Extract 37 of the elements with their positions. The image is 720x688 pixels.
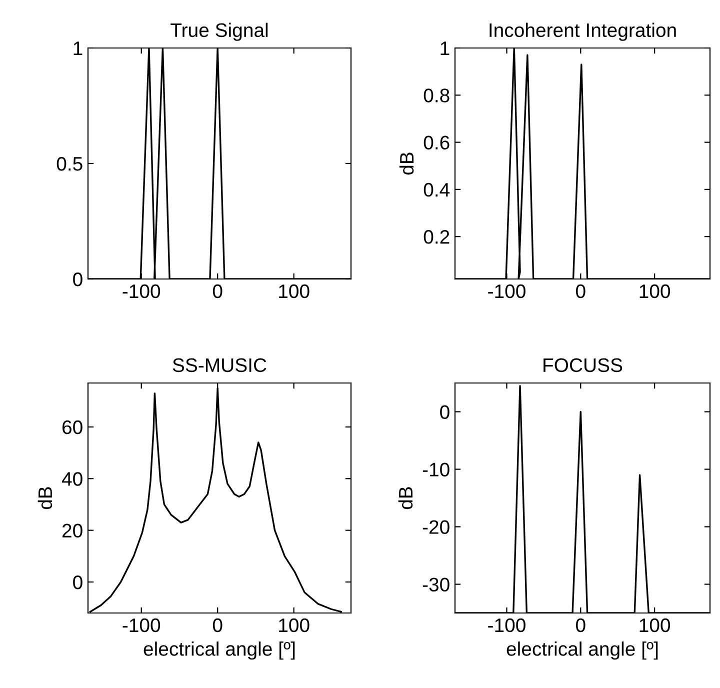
x-tick-label: 100 (640, 284, 670, 298)
y-axis-title: dB (398, 487, 413, 510)
x-tick-label: 0 (576, 618, 586, 632)
y-tick-label: 0.8 (424, 88, 450, 102)
x-tick-label: -100 (488, 284, 526, 298)
x-axis-title: electrical angle [º] (144, 642, 295, 660)
x-tick-label: -100 (488, 618, 526, 632)
chart-title: Incoherent Integration (490, 22, 676, 41)
y-tick-label: 0 (73, 272, 82, 286)
chart-title: FOCUSS (544, 358, 622, 372)
y-tick-label: 0.6 (424, 136, 450, 150)
y-tick-label: 0.4 (424, 182, 450, 197)
y-tick-label: 40 (62, 472, 82, 486)
x-tick-label: 100 (640, 618, 670, 632)
y-tick-label: -20 (422, 520, 450, 534)
chart-title: SS-MUSIC (172, 358, 266, 372)
x-tick-label: 100 (279, 284, 310, 298)
x-tick-label: 0 (576, 284, 586, 298)
y-tick-label: -10 (422, 462, 450, 476)
y-tick-label: 0 (440, 405, 450, 419)
y-axis-title: dB (399, 152, 414, 175)
y-tick-label: 0 (73, 575, 82, 590)
y-tick-label: 0.5 (56, 156, 82, 171)
y-tick-label: 1 (74, 42, 82, 56)
x-tick-label: 0 (212, 618, 222, 632)
x-tick-label: -100 (122, 618, 160, 632)
chart-title: True Signal (170, 22, 268, 41)
y-tick-label: 1 (440, 42, 450, 56)
y-tick-label: -30 (422, 578, 450, 592)
x-tick-label: -100 (122, 284, 160, 298)
y-axis-title: dB (38, 487, 52, 510)
y-tick-label: 20 (62, 524, 82, 538)
x-axis-title: electrical angle [º] (506, 642, 658, 660)
y-tick-label: 60 (62, 420, 82, 434)
y-tick-label: 0.2 (424, 230, 450, 244)
x-tick-label: 100 (279, 618, 310, 632)
x-tick-label: 0 (212, 284, 222, 298)
